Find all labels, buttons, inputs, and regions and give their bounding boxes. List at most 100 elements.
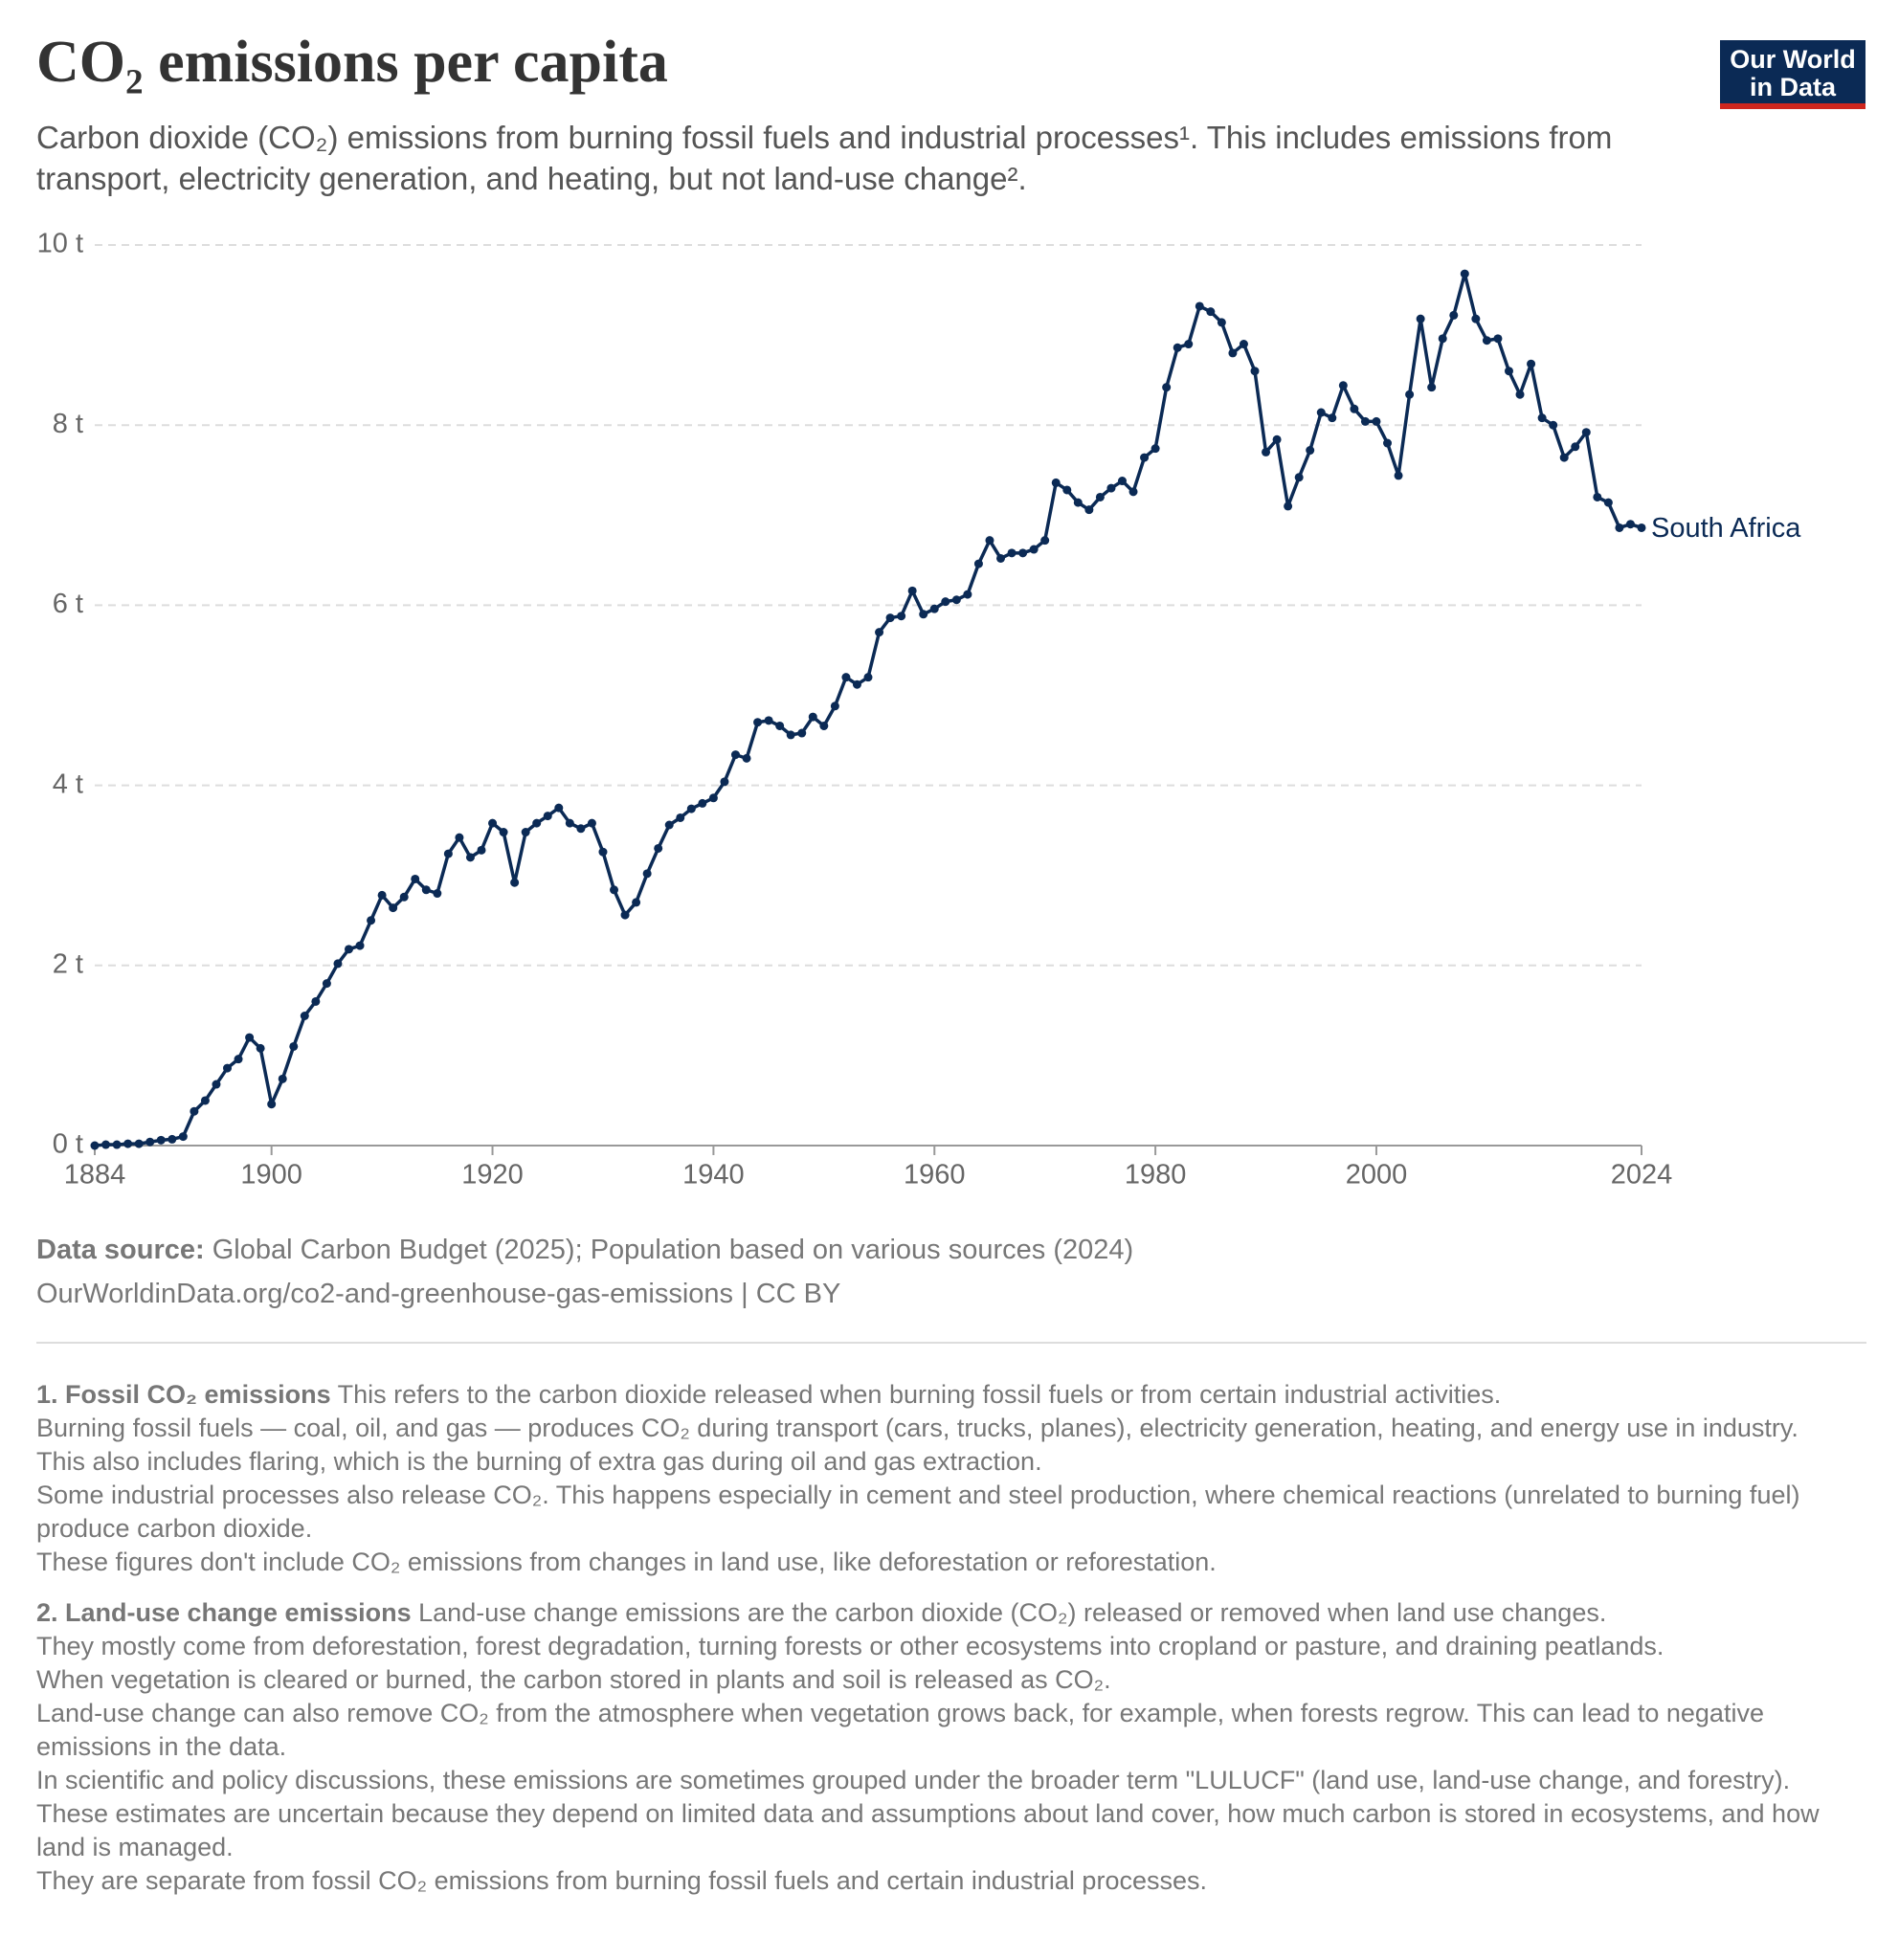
chart: 0 t 2 t 4 t 6 t 8 t 10 t 1884 1900 1920 1940 1960 1… (37, 229, 1802, 1191)
data-point (1262, 447, 1271, 457)
data-point (1051, 478, 1061, 487)
notes: 1. Fossil CO₂ emissions This refers to t… (36, 1378, 1836, 1915)
data-point (1350, 404, 1359, 413)
data-point (200, 1096, 210, 1105)
note-text: Burning fossil fuels — coal, oil, and ga… (36, 1414, 1798, 1476)
data-point (190, 1106, 199, 1116)
data-point (730, 750, 740, 760)
data-point (610, 885, 619, 895)
data-point (1272, 434, 1282, 444)
data-point (443, 849, 453, 858)
data-point (1173, 343, 1182, 352)
data-point (907, 586, 917, 595)
data-point (919, 610, 928, 619)
data-point (421, 885, 431, 895)
data-point (598, 847, 608, 857)
data-point (1593, 492, 1602, 501)
data-point (488, 818, 498, 828)
data-point (863, 673, 873, 682)
data-point (433, 889, 442, 899)
note-text: They are separate from fossil CO₂ emissi… (36, 1866, 1207, 1895)
data-point (1549, 420, 1558, 430)
data-point (1140, 453, 1150, 462)
data-point (1504, 367, 1513, 376)
data-point (941, 597, 950, 607)
data-point (223, 1063, 233, 1073)
data-point (1338, 381, 1348, 390)
data-point (1073, 498, 1083, 507)
data-point (1603, 498, 1613, 507)
note-paragraph: Burning fossil fuels — coal, oil, and ga… (36, 1412, 1836, 1479)
data-point (1128, 487, 1138, 497)
note-text: These estimates are uncertain because th… (36, 1799, 1820, 1861)
data-point (686, 804, 696, 813)
data-point (1527, 359, 1536, 368)
note-paragraph: Land-use change can also remove CO₂ from… (36, 1697, 1836, 1764)
data-point (234, 1055, 243, 1064)
data-point (786, 730, 795, 740)
data-point (897, 612, 906, 621)
data-point (123, 1139, 133, 1148)
data-point (1162, 383, 1172, 392)
data-point (720, 777, 729, 787)
note-paragraph: When vegetation is cleared or burned, th… (36, 1663, 1836, 1697)
data-point (267, 1100, 277, 1109)
x-tick-label: 2024 (1611, 1160, 1673, 1191)
data-point (587, 818, 596, 828)
x-tick-label: 2000 (1346, 1160, 1408, 1191)
data-point (1151, 444, 1160, 454)
data-point (764, 716, 773, 725)
data-point (1228, 348, 1238, 358)
data-point (841, 673, 851, 682)
data-point (1372, 416, 1381, 426)
logo[interactable]: Our World in Data (1720, 40, 1865, 109)
data-point (1537, 413, 1547, 423)
data-point (1581, 428, 1591, 437)
data-point (1062, 485, 1072, 495)
url[interactable]: OurWorldinData.org/co2-and-greenhouse-ga… (36, 1279, 841, 1309)
data-point (1007, 548, 1017, 558)
data-point (676, 813, 685, 822)
data-point (775, 721, 785, 730)
data-point (996, 553, 1006, 563)
data-point (1250, 367, 1260, 376)
y-tick-label: 10 t (37, 229, 83, 259)
data-point (1294, 473, 1304, 482)
data-point (399, 892, 409, 902)
note-paragraph: These figures don't include CO₂ emission… (36, 1546, 1836, 1579)
data-point (1360, 416, 1370, 426)
data-point (1084, 505, 1094, 515)
data-point (742, 753, 751, 763)
data-point (664, 820, 674, 830)
data-point (830, 702, 839, 711)
data-point (808, 712, 817, 722)
data-point (1117, 477, 1127, 486)
data-point (1515, 390, 1525, 399)
note-title: 1. Fossil CO₂ emissions (36, 1380, 331, 1409)
data-point (1625, 520, 1635, 529)
data-point (1637, 523, 1646, 532)
note-paragraph: These estimates are uncertain because th… (36, 1797, 1836, 1864)
note-paragraph: They are separate from fossil CO₂ emissi… (36, 1864, 1836, 1898)
data-point (90, 1141, 100, 1150)
data-point (1206, 307, 1216, 317)
data-point (708, 793, 718, 803)
data-point (1460, 269, 1469, 278)
data-point (411, 874, 420, 883)
y-tick-label: 0 t (53, 1129, 83, 1160)
data-point (1106, 483, 1116, 493)
data-point (1438, 334, 1447, 344)
data-point (819, 721, 829, 730)
chart-subtitle: Carbon dioxide (CO₂) emissions from burn… (36, 120, 1613, 196)
note-paragraph: They mostly come from deforestation, for… (36, 1630, 1836, 1663)
data-point (963, 590, 972, 599)
data-point (344, 945, 353, 954)
data-point (1306, 446, 1315, 456)
data-point (1095, 492, 1105, 501)
data-point (1482, 336, 1491, 345)
data-point (256, 1043, 265, 1053)
data-point (145, 1137, 155, 1147)
data-point (654, 843, 663, 853)
note-text: They mostly come from deforestation, for… (36, 1632, 1664, 1660)
data-point (929, 604, 939, 613)
